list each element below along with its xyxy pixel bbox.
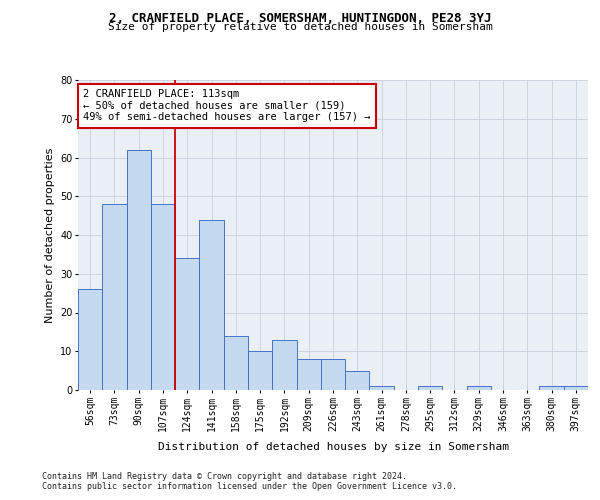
Bar [151,204,175,390]
Text: Size of property relative to detached houses in Somersham: Size of property relative to detached ho… [107,22,493,32]
Bar [272,340,296,390]
Text: Contains public sector information licensed under the Open Government Licence v3: Contains public sector information licen… [42,482,457,491]
Bar [102,204,127,390]
Bar [418,386,442,390]
Bar [296,359,321,390]
Bar [370,386,394,390]
Bar [127,150,151,390]
Bar [345,370,370,390]
Bar [321,359,345,390]
Text: Contains HM Land Registry data © Crown copyright and database right 2024.: Contains HM Land Registry data © Crown c… [42,472,407,481]
Y-axis label: Number of detached properties: Number of detached properties [44,148,55,322]
Bar [248,351,272,390]
Bar [564,386,588,390]
Bar [539,386,564,390]
Text: 2, CRANFIELD PLACE, SOMERSHAM, HUNTINGDON, PE28 3YJ: 2, CRANFIELD PLACE, SOMERSHAM, HUNTINGDO… [109,12,491,26]
Text: Distribution of detached houses by size in Somersham: Distribution of detached houses by size … [158,442,509,452]
Bar [467,386,491,390]
Bar [199,220,224,390]
Bar [175,258,199,390]
Bar [224,336,248,390]
Bar [78,289,102,390]
Text: 2 CRANFIELD PLACE: 113sqm
← 50% of detached houses are smaller (159)
49% of semi: 2 CRANFIELD PLACE: 113sqm ← 50% of detac… [83,90,371,122]
